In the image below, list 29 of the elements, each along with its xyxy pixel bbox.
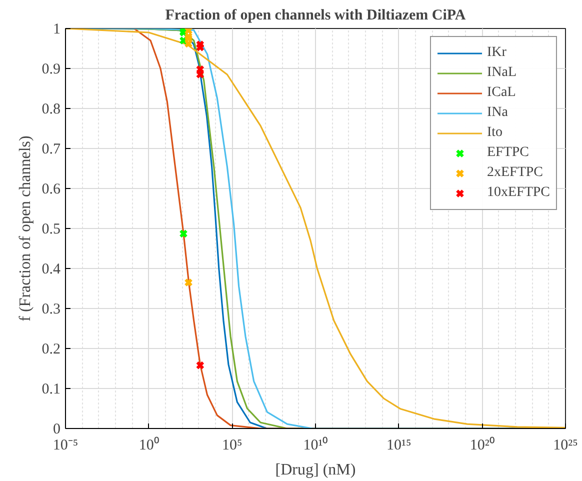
y-tick-label: 0.2 — [42, 342, 60, 358]
x-tick-label: 10¹⁵ — [386, 438, 412, 454]
x-axis-title: [Drug] (nM) — [275, 462, 356, 478]
y-axis-title: f (Fraction of open channels) — [16, 136, 34, 322]
legend-label: IKr — [486, 45, 507, 61]
legend-label: ICaL — [486, 85, 516, 101]
y-tick-label: 0.3 — [42, 302, 60, 318]
y-tick-label: 0.8 — [42, 102, 60, 118]
legend-label: 10xEFTPC — [486, 185, 550, 201]
y-tick-label: 0.4 — [42, 262, 61, 278]
legend-label: INaL — [486, 65, 517, 81]
x-tick-label: 10⁰ — [138, 436, 159, 454]
x-tick-label: 10⁵ — [222, 438, 242, 454]
y-tick-label: 0.5 — [42, 222, 60, 238]
legend-label: EFTPC — [486, 145, 529, 161]
y-tick-label: 0 — [53, 422, 60, 438]
x-tick-label: 10⁻⁵ — [52, 438, 78, 454]
legend-label: 2xEFTPC — [486, 165, 543, 181]
x-tick-label: 10¹⁰ — [303, 436, 328, 454]
legend-label: INa — [486, 105, 508, 121]
x-tick-label: 10²⁵ — [553, 438, 578, 454]
y-tick-label: 0.6 — [42, 182, 61, 198]
legend-label: Ito — [486, 125, 504, 141]
y-tick-label: 0.7 — [42, 142, 61, 158]
y-tick-label: 0.9 — [42, 62, 60, 78]
y-tick-label: 1 — [53, 22, 60, 38]
x-tick-label: 10²⁰ — [470, 436, 494, 454]
y-tick-label: 0.1 — [42, 382, 60, 398]
chart-title: Fraction of open channels with Diltiazem CiPA — [165, 8, 466, 24]
